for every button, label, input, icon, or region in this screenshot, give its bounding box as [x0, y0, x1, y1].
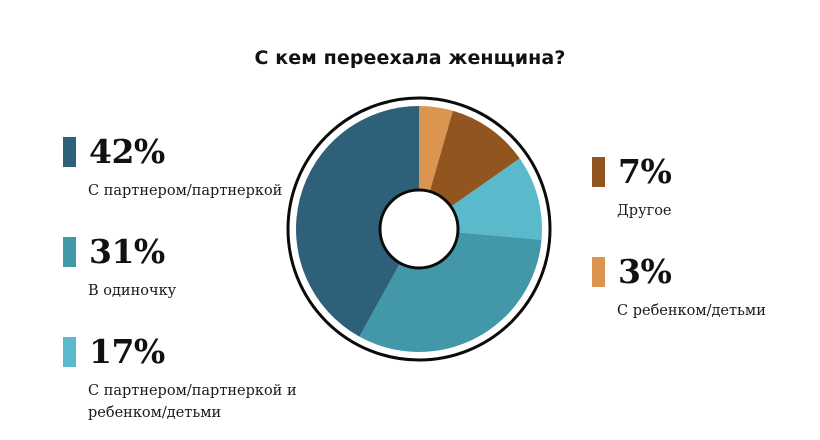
legend-label: С партнером/партнеркой	[88, 183, 283, 199]
legend-item-other: 7% Другое	[592, 154, 672, 222]
legend-swatch	[592, 257, 605, 287]
chart-title: С кем переехала женщина?	[254, 47, 566, 69]
legend-percent: 31%	[89, 232, 165, 271]
pie-slice	[296, 106, 419, 337]
legend-label: Другое	[617, 203, 672, 219]
legend-swatch	[63, 337, 76, 367]
legend-item-children: 3% С ребенком/детьми	[592, 254, 766, 322]
legend-percent: 7%	[618, 152, 672, 191]
legend-percent: 42%	[89, 132, 165, 171]
donut-hole	[378, 188, 460, 270]
legend-item-alone: 31% В одиночку	[63, 234, 176, 302]
outer-ring	[286, 96, 552, 362]
legend-swatch	[63, 237, 76, 267]
legend-percent: 3%	[618, 252, 672, 291]
legend-item-partner: 42% С партнером/партнеркой	[63, 134, 282, 202]
legend-item-partner-and-children: 17% С партнером/партнеркой и ребенком/де…	[63, 334, 297, 424]
legend-swatch	[592, 157, 605, 187]
legend-label: С ребенком/детьми	[617, 303, 766, 319]
legend-swatch	[63, 137, 76, 167]
legend-label: С партнером/партнеркой и ребенком/детьми	[88, 383, 297, 421]
legend-label: В одиночку	[88, 283, 177, 299]
legend-percent: 17%	[89, 332, 165, 371]
